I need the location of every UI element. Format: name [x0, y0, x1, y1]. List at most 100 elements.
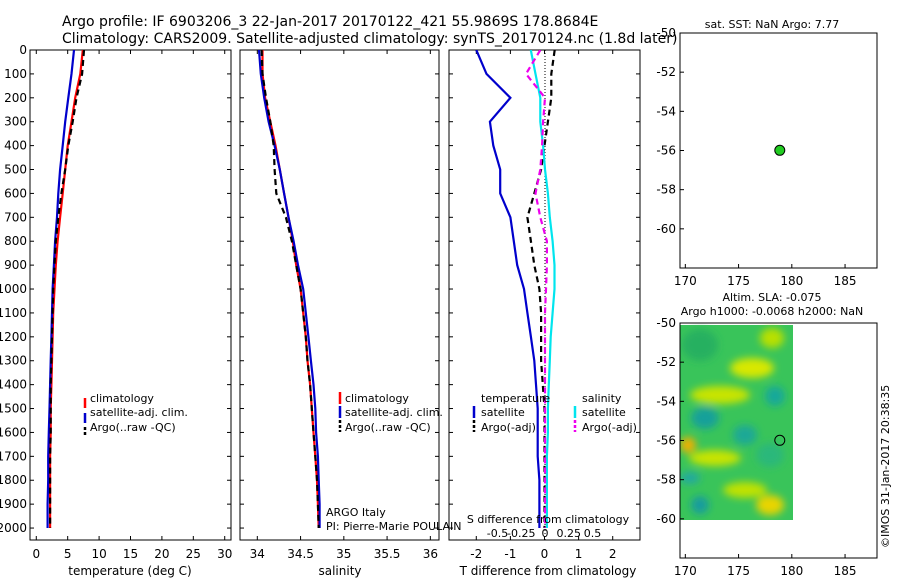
annotation-pi: PI: Pierre-Marie POULAIN	[326, 520, 461, 533]
figure-title-line1: Argo profile: IF 6903206_3 22-Jan-2017 2…	[62, 14, 598, 30]
series-line-0	[49, 50, 84, 528]
depth-tick-label: 200	[4, 91, 27, 105]
salinity-panel: 34 34.5 35 35.5 36 salinity climatology sate…	[239, 49, 461, 578]
temperature-legend: climatology satellite-adj. clim. Argo(..…	[83, 392, 188, 437]
depth-tick-label: 700	[4, 210, 27, 224]
map-y-tick-label: -58	[656, 473, 676, 487]
salinity-axis-label: salinity	[318, 564, 361, 578]
x-tick-label: 1	[575, 547, 583, 561]
sla-map-title-line2: Argo h1000: -0.0068 h2000: NaN	[681, 305, 864, 318]
map-y-tick-label: -54	[656, 104, 676, 118]
x-tick-label: 0	[541, 547, 549, 561]
legend-sal-satellite: satellite	[582, 406, 626, 419]
float-position-marker	[774, 434, 786, 446]
series-line-0	[475, 50, 541, 528]
map-y-tick-label: -56	[656, 434, 676, 448]
series-line-2	[49, 50, 86, 528]
x-tick-label: 0	[32, 547, 40, 561]
float-position-marker	[774, 144, 786, 156]
x-tick-label: 25	[186, 547, 201, 561]
s-tick-label: 0.25	[557, 527, 582, 540]
x-tick-label: 2	[609, 547, 617, 561]
s-tick-label: 0.5	[584, 527, 602, 540]
legend-satellite-adj: satellite-adj. clim.	[90, 406, 188, 419]
x-tick-label: 20	[154, 547, 169, 561]
map-y-tick-label: -60	[656, 222, 676, 236]
depth-tick-label: 1400	[0, 378, 27, 392]
x-tick-label: 5	[64, 547, 72, 561]
legend-climatology-2: climatology	[345, 392, 409, 405]
difference-legend: temperature satellite Argo(-adj) salinit…	[472, 392, 637, 434]
legend-sal-argo: Argo(-adj)	[582, 421, 637, 434]
map-x-tick-label: 170	[674, 564, 697, 578]
depth-tick-label: 1600	[0, 425, 27, 439]
temperature-axis-label: temperature (deg C)	[68, 564, 191, 578]
depth-tick-label: 1100	[0, 306, 27, 320]
series-line-3	[524, 50, 548, 528]
map-y-tick-label: -60	[656, 512, 676, 526]
depth-tick-label: 1000	[0, 282, 27, 296]
depth-tick-label: 1300	[0, 354, 27, 368]
map-y-tick-label: -52	[656, 65, 676, 79]
legend-argo-2: Argo(..raw -QC)	[345, 421, 431, 434]
x-tick-label: 15	[123, 547, 138, 561]
legend-temp-satellite: satellite	[481, 406, 525, 419]
series-line-2	[529, 50, 556, 528]
x-tick-label: 34	[250, 547, 265, 561]
depth-tick-label: 1700	[0, 449, 27, 463]
s-tick-label: -0.5	[487, 527, 508, 540]
series-line-1	[257, 50, 321, 528]
depth-tick-label: 1200	[0, 330, 27, 344]
depth-tick-label: 1800	[0, 473, 27, 487]
x-tick-label: 36	[423, 547, 438, 561]
map-y-tick-label: -52	[656, 355, 676, 369]
x-tick-label: -2	[470, 547, 482, 561]
x-tick-label: 35	[336, 547, 351, 561]
map-y-tick-label: -54	[656, 394, 676, 408]
salinity-legend: climatology satellite-adj. clim. Argo(..…	[338, 392, 443, 434]
figure-title-line2: Climatology: CARS2009. Satellite-adjuste…	[62, 31, 677, 47]
map-x-tick-label: 180	[780, 564, 803, 578]
series-line-1	[46, 50, 76, 528]
depth-tick-label: 2000	[0, 521, 27, 535]
depth-tick-label: 800	[4, 234, 27, 248]
legend-salinity-title: salinity	[582, 392, 622, 405]
map-y-tick-label: -58	[656, 183, 676, 197]
depth-tick-label: 500	[4, 163, 27, 177]
s-diff-axis-label: S difference from climatology	[467, 513, 630, 526]
legend-temp-argo: Argo(-adj)	[481, 421, 536, 434]
depth-tick-label: 900	[4, 258, 27, 272]
depth-tick-label: 0	[19, 43, 27, 57]
map-x-tick-label: 175	[727, 564, 750, 578]
legend-climatology: climatology	[90, 392, 154, 405]
x-tick-label: 34.5	[287, 547, 314, 561]
sst-map: sat. SST: NaN Argo: 7.77 170 175 180 185 -5…	[656, 18, 878, 288]
x-tick-label: 35.5	[374, 547, 401, 561]
map-x-tick-label: 170	[674, 274, 697, 288]
series-line-2	[260, 50, 320, 529]
x-tick-label: 10	[91, 547, 106, 561]
map-y-tick-label: -50	[656, 316, 676, 330]
footer-timestamp: ©IMOS 31-Jan-2017 20:38:35	[879, 385, 892, 548]
x-tick-label: 30	[217, 547, 232, 561]
legend-temperature-title: temperature	[481, 392, 550, 405]
map-x-tick-label: 180	[780, 274, 803, 288]
depth-tick-label: 300	[4, 115, 27, 129]
depth-tick-label: 600	[4, 186, 27, 200]
map-x-tick-label: 185	[834, 564, 857, 578]
map-y-tick-label: -56	[656, 144, 676, 158]
depth-tick-label: 100	[4, 67, 27, 81]
depth-tick-label: 1500	[0, 402, 27, 416]
legend-argo: Argo(..raw -QC)	[90, 421, 176, 434]
sla-heatmap-field	[680, 325, 793, 520]
depth-tick-label: 1900	[0, 497, 27, 511]
map-x-tick-label: 185	[834, 274, 857, 288]
t-diff-axis-label: T difference from climatology	[459, 564, 637, 578]
x-tick-label: -1	[504, 547, 516, 561]
temperature-panel: 0100200300400500600700800900100011001200…	[0, 43, 232, 578]
map-y-tick-label: -50	[656, 26, 676, 40]
depth-tick-label: 400	[4, 139, 27, 153]
sst-map-title: sat. SST: NaN Argo: 7.77	[705, 18, 839, 31]
